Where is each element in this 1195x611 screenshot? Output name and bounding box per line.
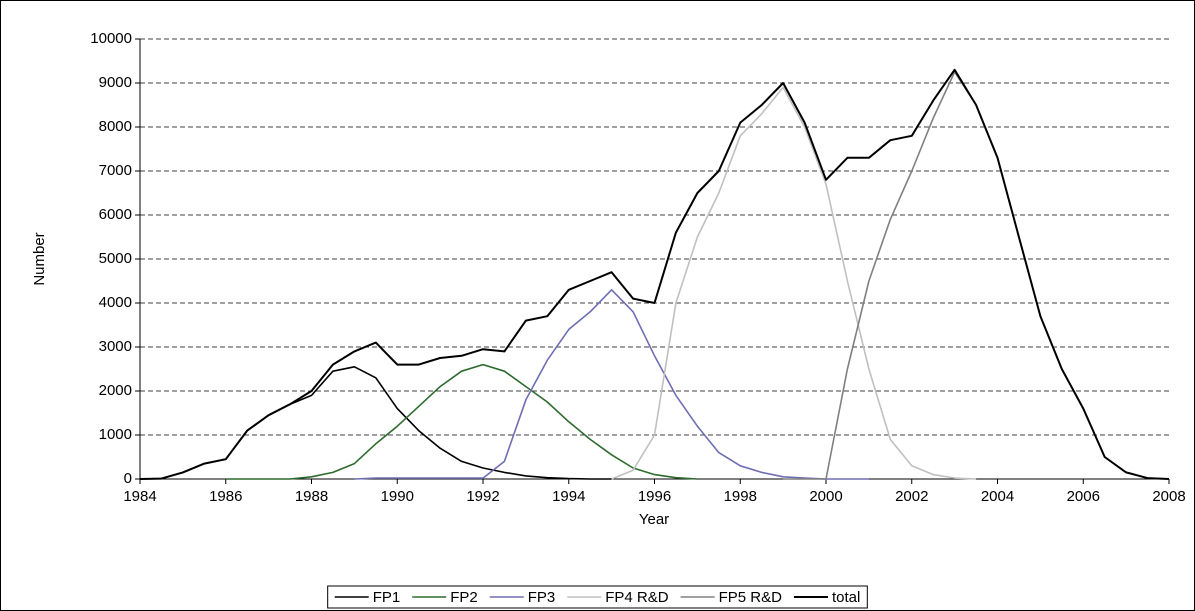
series-line	[139, 68, 1170, 480]
series-line	[354, 289, 869, 480]
x-tick-label: 1998	[724, 488, 757, 505]
legend-label: FP4 R&D	[605, 589, 669, 606]
y-tick-label: 8000	[99, 118, 132, 135]
series-line	[225, 363, 698, 480]
y-tick-label: 5000	[99, 250, 132, 267]
x-tick-label: 1984	[123, 488, 156, 505]
legend: FP1 FP2 FP3 FP4 R&D FP5 R&D total	[327, 585, 868, 609]
x-tick-label: 2008	[1152, 488, 1185, 505]
x-tick-label: 2006	[1067, 488, 1100, 505]
x-tick-label: 1990	[381, 488, 414, 505]
x-tick-label: 2004	[981, 488, 1014, 505]
y-tick-label: 6000	[99, 206, 132, 223]
x-tick-label: 1994	[552, 488, 585, 505]
x-tick-label: 1986	[209, 488, 242, 505]
y-tick-label: 7000	[99, 162, 132, 179]
legend-label: total	[832, 589, 860, 606]
x-axis-label: Year	[639, 511, 669, 528]
y-tick-label: 4000	[99, 294, 132, 311]
y-tick-label: 10000	[90, 30, 132, 47]
y-tick-label: 9000	[99, 74, 132, 91]
y-axis-label: Number	[31, 232, 48, 285]
legend-label: FP3	[528, 589, 556, 606]
x-tick-label: 2002	[895, 488, 928, 505]
y-tick-label: 0	[124, 470, 132, 487]
legend-label: FP5 R&D	[719, 589, 783, 606]
legend-label: FP2	[450, 589, 478, 606]
x-tick-label: 1996	[638, 488, 671, 505]
x-tick-label: 1988	[295, 488, 328, 505]
y-tick-label: 2000	[99, 382, 132, 399]
series-line	[611, 86, 977, 480]
x-tick-label: 1992	[466, 488, 499, 505]
y-tick-label: 1000	[99, 426, 132, 443]
legend-label: FP1	[373, 589, 401, 606]
x-tick-label: 2000	[809, 488, 842, 505]
y-tick-label: 3000	[99, 338, 132, 355]
